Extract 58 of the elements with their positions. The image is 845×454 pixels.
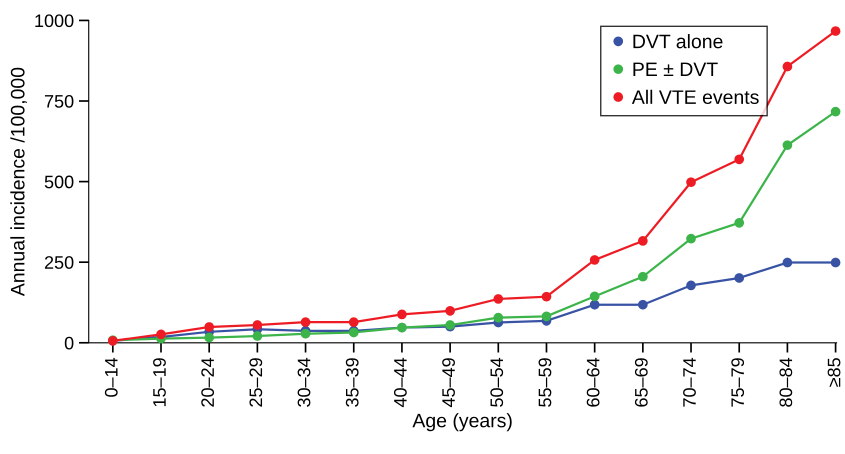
x-tick-label: 60–64 [586,358,600,407]
point [397,310,407,320]
point [734,154,744,164]
point [493,312,504,322]
point [638,272,648,282]
x-tick-label: 75–79 [731,358,744,407]
point [542,292,552,302]
point [734,273,744,283]
point [782,62,792,72]
x-tick-label: 15–19 [153,358,166,406]
x-tick-label: 0–14 [104,358,118,397]
y-tick-label: 0 [64,336,74,350]
point [686,280,696,290]
point [300,317,310,327]
point [686,234,696,244]
legend-label: DVT alone [633,34,723,48]
legend-label: PE ± DVT [633,62,718,76]
point [300,328,310,339]
x-tick-label: 25–29 [249,358,262,407]
x-tick-label: 80–84 [779,358,792,407]
x-axis-title: Age (years) [412,413,512,432]
x-tick-label: 20–24 [201,358,214,407]
x-tick-label: 30–34 [298,358,310,407]
point [252,320,262,330]
point [445,306,455,316]
point [590,291,600,302]
point [638,236,648,246]
point [782,258,792,268]
x-tick-label: 35–39 [346,358,359,407]
point [252,331,262,341]
point [734,218,744,228]
legend-label: All VTE events [632,90,759,104]
point [493,294,504,304]
point [156,330,166,340]
x-tick-label: 55–59 [538,358,552,407]
y-tick-label: 750 [44,94,74,108]
x-tick-label: 45–49 [442,358,455,408]
point [782,140,792,150]
y-tick-label: 250 [44,256,74,269]
point [590,255,600,265]
x-tick-label: 65–69 [634,358,648,407]
point [204,332,214,342]
point [204,322,214,332]
point [830,258,840,268]
point [686,177,696,188]
point [542,311,552,322]
point [830,106,840,117]
y-tick-label: 500 [44,176,74,188]
point [830,26,840,36]
x-tick-label: 70–74 [683,358,696,407]
x-tick-label: ≥85 [828,358,840,387]
y-axis-title: Annual incidence /100,000 [10,68,27,296]
y-tick-label: 1000 [35,14,74,28]
point [590,300,600,310]
point [638,300,648,310]
x-tick-label: 40–44 [394,358,407,408]
x-tick-label: 50–54 [490,358,504,407]
point [348,317,359,327]
